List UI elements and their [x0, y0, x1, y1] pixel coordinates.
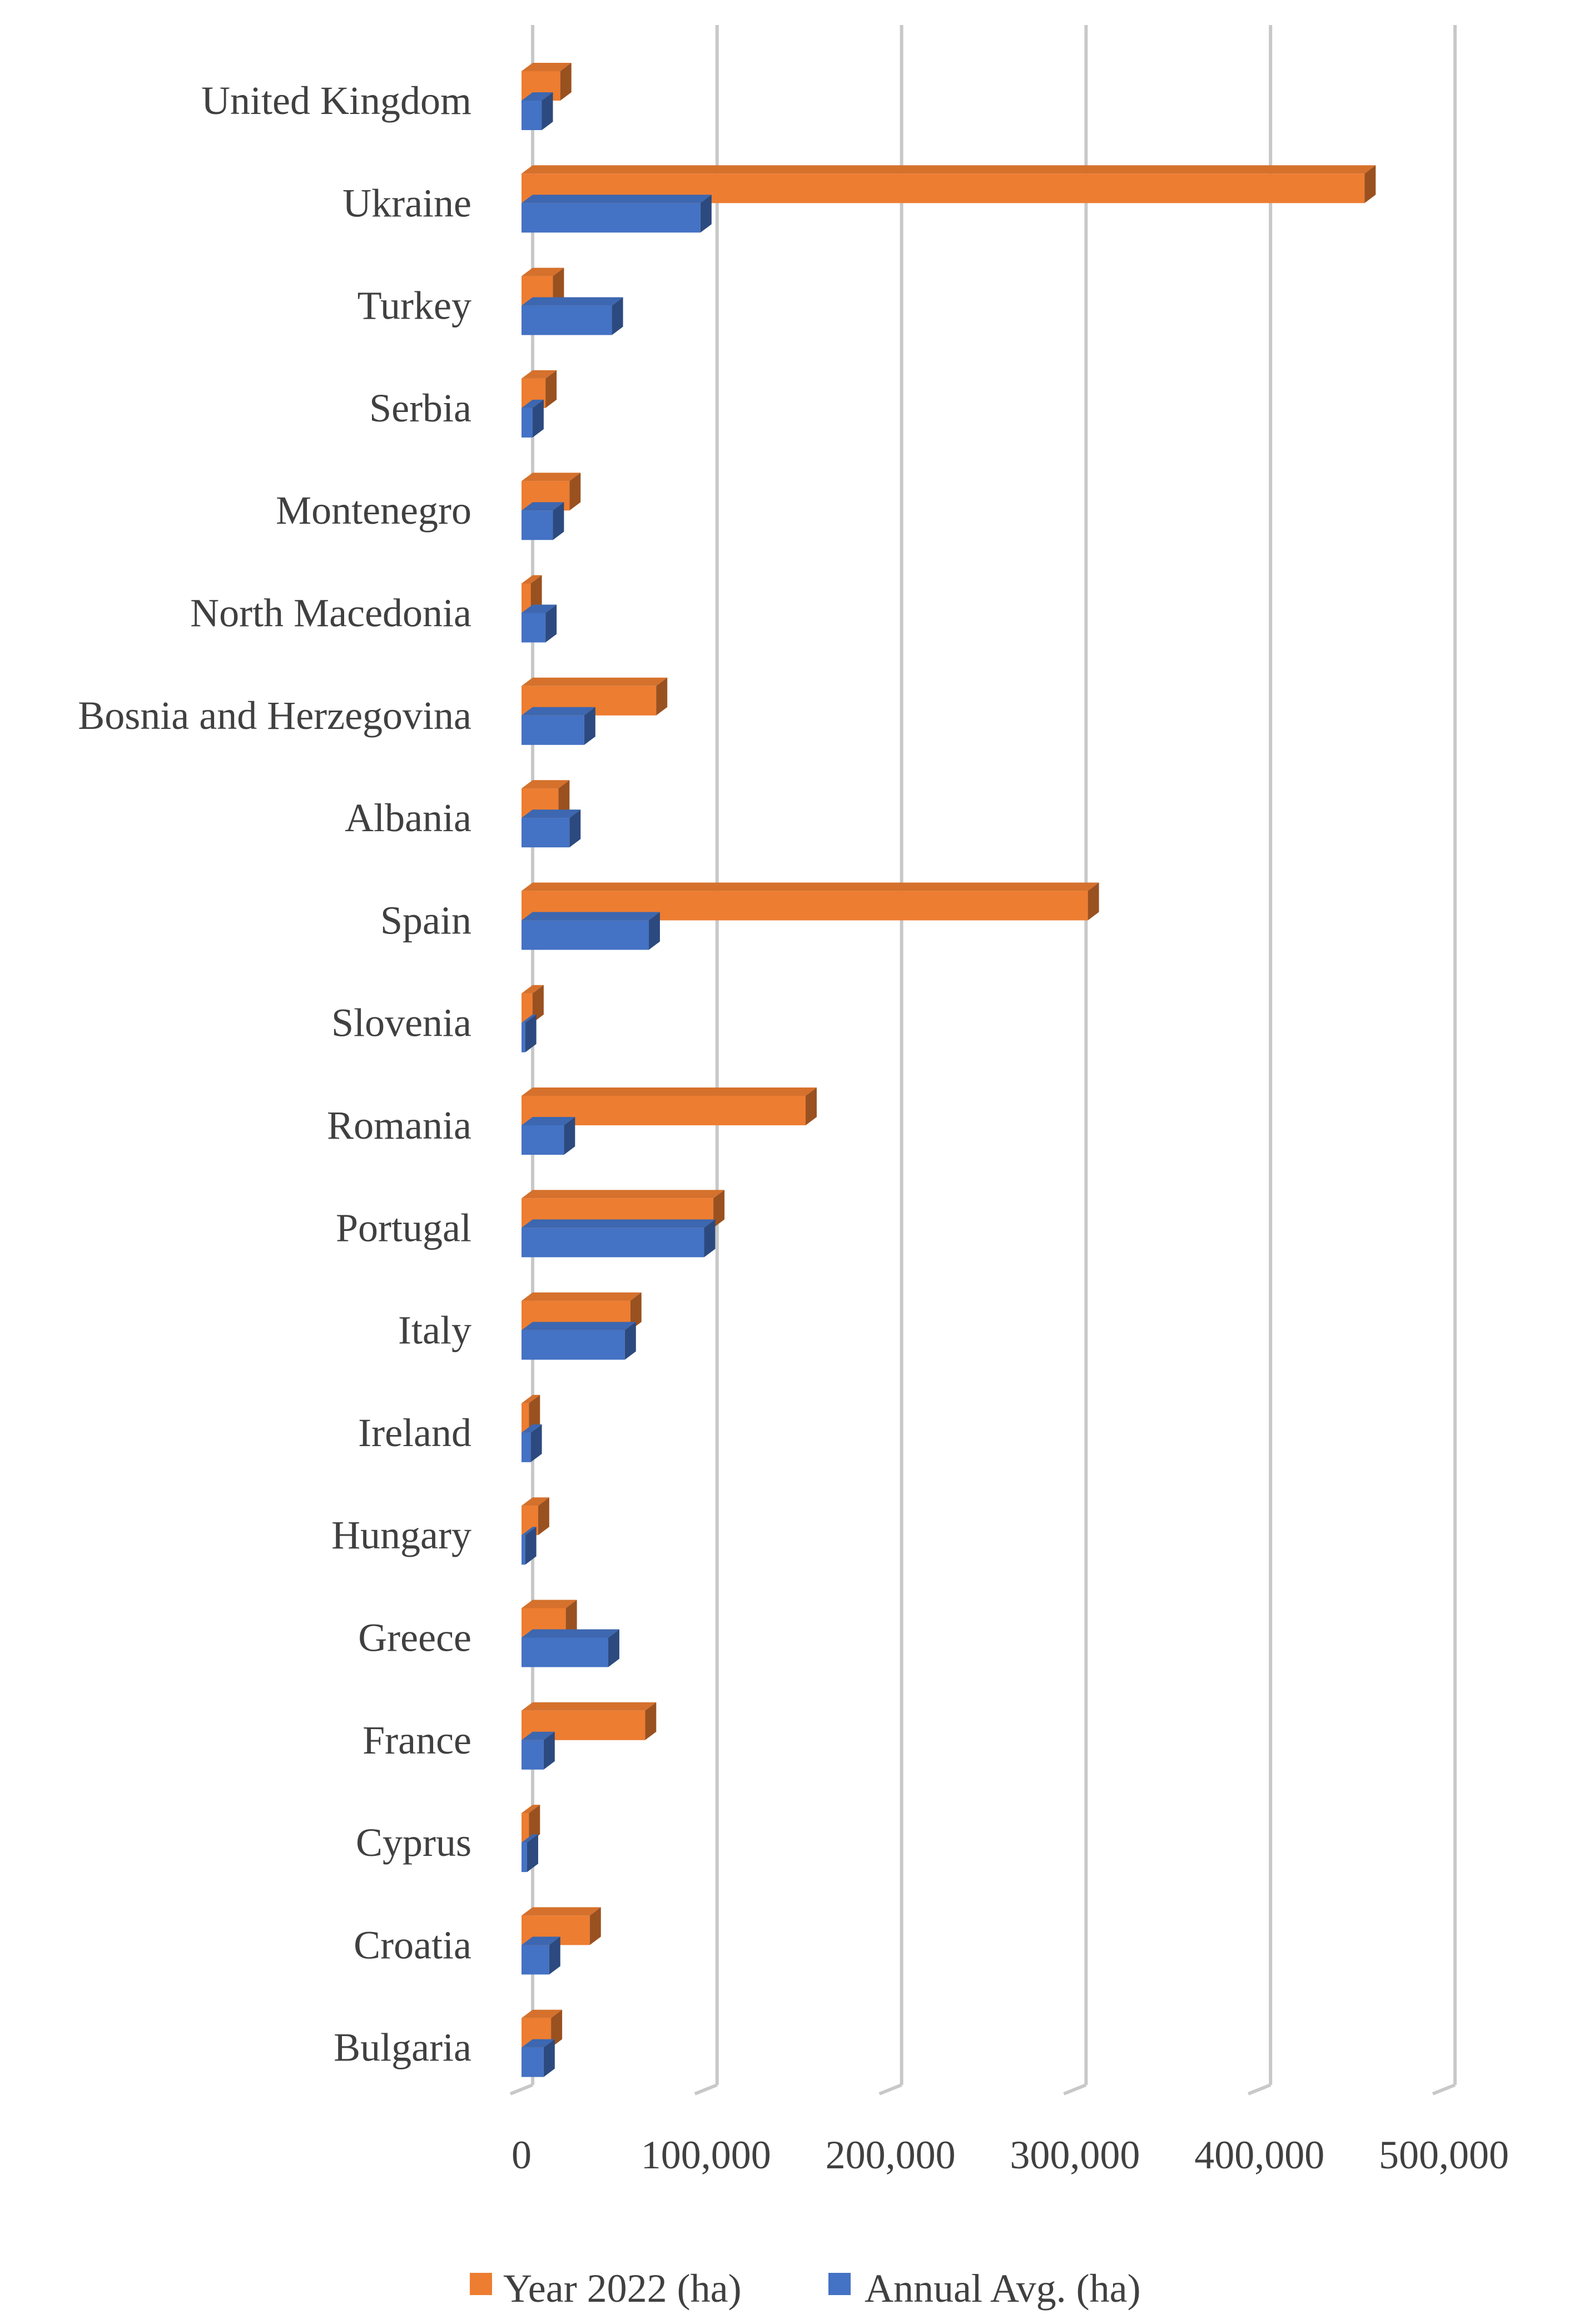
x-tick-label: 200,000 [826, 2133, 956, 2177]
bar-bosnia-and-herzegovina-annual-avg [522, 707, 595, 745]
bar-albania-annual-avg [522, 810, 581, 848]
bar-slovenia-year-2022 [522, 985, 544, 1023]
x-axis-tick-labels: 0 100,000 200,000 300,000 400,000 500,000 [512, 2133, 1509, 2177]
category-label-cyprus: Cyprus [356, 1820, 471, 1865]
bar-bulgaria-annual-avg [522, 2039, 555, 2077]
gridline-floor [509, 2083, 534, 2095]
category-label-ireland: Ireland [358, 1411, 471, 1455]
x-tick-label: 100,000 [641, 2133, 771, 2177]
category-label-bulgaria: Bulgaria [334, 2025, 471, 2070]
x-tick-label: 300,000 [1010, 2133, 1140, 2177]
x-tick-label: 500,000 [1379, 2133, 1509, 2177]
x-tick-label: 400,000 [1194, 2133, 1324, 2177]
bar-cyprus-year-2022 [522, 1805, 540, 1843]
gridline-floor [1432, 2083, 1456, 2095]
bar-north-macedonia-annual-avg [522, 604, 557, 643]
bar-slovenia-annual-avg [522, 1014, 537, 1052]
category-label-romania: Romania [327, 1103, 471, 1148]
category-label-croatia: Croatia [354, 1923, 471, 1967]
category-label-spain: Spain [380, 898, 471, 942]
bar-united-kingdom-annual-avg [522, 92, 553, 130]
gridline-floor [878, 2083, 902, 2095]
bar-turkey-annual-avg [522, 297, 623, 335]
bar-ireland-year-2022 [522, 1394, 540, 1433]
bar-north-macedonia-year-2022 [522, 575, 542, 613]
bar-spain-annual-avg [522, 912, 660, 950]
gridline-floor [1248, 2083, 1272, 2095]
category-label-italy: Italy [398, 1308, 471, 1353]
bar-portugal-annual-avg [522, 1219, 716, 1258]
gridlines [509, 25, 1457, 2095]
category-labels: United Kingdom Ukraine Turkey Serbia Montene… [78, 78, 471, 2070]
legend: Year 2022 (ha) Annual Avg. (ha) [470, 2266, 1141, 2311]
bar-italy-annual-avg [522, 1322, 636, 1360]
legend-label-year-2022: Year 2022 (ha) [503, 2266, 742, 2311]
category-label-bosnia-and-herzegovina: Bosnia and Herzegovina [78, 693, 471, 738]
category-label-ukraine: Ukraine [342, 181, 471, 225]
bar-ireland-annual-avg [522, 1424, 542, 1462]
bar-romania-annual-avg [522, 1117, 575, 1155]
bar-hungary-annual-avg [522, 1527, 537, 1565]
category-label-france: France [363, 1718, 471, 1762]
bar-greece-annual-avg [522, 1629, 619, 1667]
legend-swatch-annual-avg [828, 2273, 851, 2295]
x-tick-label: 0 [512, 2133, 532, 2177]
category-label-turkey: Turkey [357, 284, 471, 328]
bar-croatia-annual-avg [522, 1936, 560, 1975]
bars [522, 63, 1376, 2077]
bar-croatia-year-2022 [522, 1907, 601, 1945]
bar-cyprus-annual-avg [522, 1834, 538, 1873]
gridline-floor [694, 2083, 718, 2095]
bar-serbia-annual-avg [522, 399, 544, 438]
category-label-united-kingdom: United Kingdom [201, 78, 471, 123]
category-label-hungary: Hungary [331, 1513, 471, 1557]
category-label-north-macedonia: North Macedonia [190, 591, 471, 635]
category-label-greece: Greece [358, 1616, 471, 1660]
category-label-slovenia: Slovenia [331, 1001, 471, 1045]
gridline-floor [1063, 2083, 1087, 2095]
bar-france-annual-avg [522, 1731, 555, 1770]
category-label-serbia: Serbia [369, 386, 471, 430]
category-label-albania: Albania [345, 796, 471, 840]
bar-spain-year-2022 [522, 882, 1099, 921]
legend-label-annual-avg: Annual Avg. (ha) [865, 2266, 1141, 2311]
category-label-montenegro: Montenegro [276, 488, 471, 533]
category-label-portugal: Portugal [336, 1205, 471, 1250]
bar-ukraine-annual-avg [522, 195, 712, 233]
bar-montenegro-annual-avg [522, 502, 564, 540]
legend-swatch-year-2022 [470, 2273, 492, 2295]
